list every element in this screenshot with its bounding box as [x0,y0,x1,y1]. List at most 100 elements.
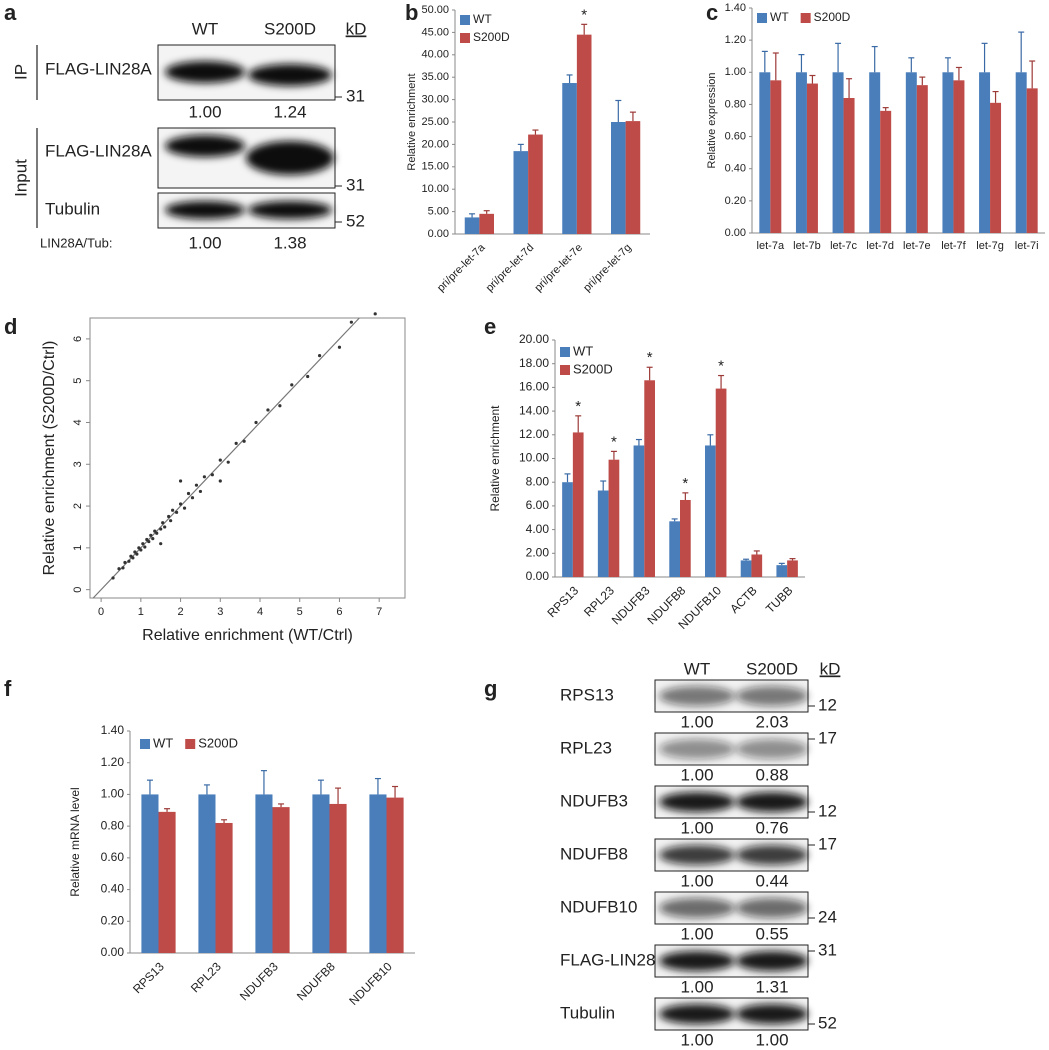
legend-swatch [460,33,470,43]
y-axis-title: Relative enrichment [406,73,418,170]
bar [806,83,818,234]
band [165,61,245,83]
row-label: RPS13 [560,685,614,704]
bar [869,72,881,234]
y-tick-label: 50.00 [421,4,449,16]
kd-label: 31 [818,940,837,959]
x-tick-label: NDUFB3 [237,959,281,1003]
y-tick-label: 0.00 [101,945,125,959]
quant: 1.24 [273,102,306,121]
x-tick-label: 0 [98,606,104,618]
x-tick-label: let-7a [757,240,785,252]
point [242,439,246,443]
bar [141,794,159,953]
bar [776,565,788,577]
y-tick-label: 45.00 [421,26,449,38]
y-tick-label: 20.00 [519,332,549,346]
band [659,739,735,759]
y-tick-label: 0.40 [725,163,746,175]
y-tick-label: 0.80 [101,818,125,832]
x-tick-label: let-7d [866,240,894,252]
y-tick-label: 0.00 [526,569,550,583]
point [149,533,153,537]
point [306,374,310,379]
y-tick-label: 1.40 [725,2,746,14]
x-tick-label: let-7i [1015,240,1039,252]
bar [608,459,620,577]
point [151,537,155,541]
bar [715,388,727,577]
y-axis-title: Relative mRNA level [68,787,82,896]
band [736,951,808,971]
y-tick-label: 6.00 [526,498,550,512]
quant: 1.00 [680,871,713,890]
y-tick-label: 12.00 [519,427,549,441]
column-label: WT [192,19,218,38]
significance: * [647,349,653,366]
column-label: WT [684,659,710,678]
bar [198,794,216,953]
y-tick-label: 4 [72,419,84,425]
band [248,64,332,86]
legend-label: S200D [573,361,613,376]
x-tick-label: let-7g [976,240,1004,252]
group-label: Input [11,159,30,197]
bar [705,445,716,577]
y-tick-label: 0.00 [428,228,449,240]
bar [832,72,844,234]
y-tick-label: 3 [72,461,84,467]
point [290,383,294,387]
quant: 1.00 [188,233,221,252]
y-tick-label: 0.60 [725,130,746,142]
legend-swatch [140,739,150,749]
y-tick-label: 1.20 [725,34,746,46]
y-tick-label: 16.00 [519,380,549,394]
y-tick-label: 2.00 [526,545,550,559]
point [266,408,270,412]
bar [942,72,954,234]
point [337,345,342,349]
bar [880,110,892,233]
y-tick-label: 1.00 [101,787,125,801]
kd-label: 12 [818,695,837,714]
point [111,576,115,580]
bar [312,794,330,953]
legend-swatch [757,13,767,23]
bar [576,34,592,234]
quant: 0.55 [755,924,788,943]
row-label: RPL23 [560,738,612,757]
kd-label: 12 [818,801,837,820]
quant: 1.00 [755,1030,788,1049]
panel-letter: c [706,0,718,25]
quant: 0.76 [755,818,788,837]
y-tick-label: 14.00 [519,403,549,417]
x-tick-label: 4 [257,606,263,618]
y-tick-label: 6 [72,336,84,342]
bar [1015,72,1027,234]
bar [479,213,494,234]
y-tick-label: 4.00 [526,522,550,536]
band [165,135,245,157]
point [317,354,322,358]
x-tick-label: 6 [336,606,342,618]
band [659,898,735,918]
y-tick-label: 30.00 [421,94,449,106]
x-tick-label: ACTB [727,583,760,616]
x-tick-label: let-7f [941,240,966,252]
kd-label: 52 [818,1013,837,1032]
band [736,898,808,918]
bar [597,490,609,577]
bar [625,121,641,234]
y-axis-title: Relative expression [706,73,718,169]
significance: * [682,475,688,492]
y-tick-label: 35.00 [421,71,449,83]
point [163,525,167,529]
band [659,951,735,971]
column-label: S200D [264,19,316,38]
legend-swatch [460,15,470,25]
row-label: NDUFB8 [560,844,628,863]
bar [369,794,387,953]
band [246,141,334,175]
x-tick-label: pri/pre-let-7a [435,241,488,294]
bar [1026,88,1038,233]
